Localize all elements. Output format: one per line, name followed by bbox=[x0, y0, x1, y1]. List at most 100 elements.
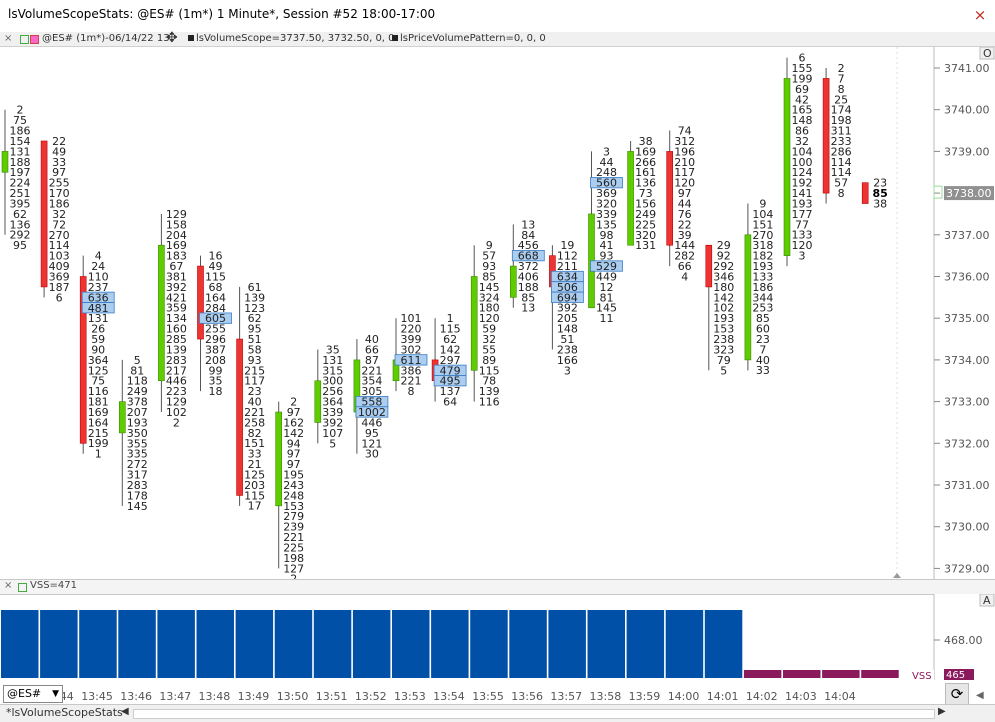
scroll-left-icon[interactable]: ◀ bbox=[976, 690, 984, 701]
volume-axis-mode-button-label[interactable]: A bbox=[983, 594, 991, 607]
scroll-left-icon[interactable]: ◀ bbox=[121, 706, 129, 717]
volume-value: 198 bbox=[283, 552, 304, 565]
volume-value: 220 bbox=[401, 323, 422, 336]
time-tick-label: 13:59 bbox=[628, 690, 661, 703]
refresh-icon[interactable]: ⟳ bbox=[945, 683, 969, 705]
indicator-label[interactable]: lsVolumeScope=3737.50, 3732.50, 0, 0 bbox=[196, 33, 395, 44]
volume-value: 103 bbox=[49, 250, 70, 263]
close-icon[interactable]: × bbox=[973, 6, 987, 24]
volume-value: 7 bbox=[759, 343, 766, 356]
volume-value: 193 bbox=[752, 260, 773, 273]
volume-value: 58 bbox=[248, 343, 262, 356]
volume-value: 2 bbox=[173, 416, 180, 429]
volume-value: 323 bbox=[713, 343, 734, 356]
price-tick-label: 3730.00 bbox=[944, 521, 990, 534]
volume-value: 634 bbox=[557, 270, 578, 283]
volume-value: 19 bbox=[560, 239, 574, 252]
volume-value: 317 bbox=[127, 469, 148, 482]
volume-value: 249 bbox=[635, 208, 656, 221]
volume-value: 8 bbox=[838, 83, 845, 96]
volume-value: 129 bbox=[166, 208, 187, 221]
axis-mode-button[interactable] bbox=[979, 47, 995, 60]
volume-value: 114 bbox=[831, 156, 852, 169]
volume-value: 139 bbox=[166, 343, 187, 356]
indicator-marker-icon bbox=[392, 35, 398, 41]
volume-value: 137 bbox=[440, 385, 461, 398]
volume-value: 151 bbox=[752, 218, 773, 231]
volume-value: 72 bbox=[52, 218, 66, 231]
volume-value: 148 bbox=[557, 323, 578, 336]
volume-value: 16 bbox=[209, 250, 223, 263]
price-axis-bg bbox=[930, 47, 995, 579]
volume-value: 282 bbox=[674, 250, 695, 263]
price-chart[interactable]: 2751861541311881972242513956213629295224… bbox=[0, 47, 995, 579]
volume-value: 1 bbox=[447, 312, 454, 325]
axis-mode-button-label[interactable]: O bbox=[983, 47, 992, 60]
volume-value: 364 bbox=[322, 396, 343, 409]
last-price-tag bbox=[933, 185, 943, 199]
time-tick-label: 14:01 bbox=[706, 690, 739, 703]
volume-value: 42 bbox=[795, 93, 809, 106]
chevron-down-icon[interactable]: ▼ bbox=[52, 689, 59, 699]
volume-value: 223 bbox=[166, 385, 187, 398]
time-tick-label: 13:55 bbox=[472, 690, 504, 703]
volume-value: 529 bbox=[596, 260, 617, 273]
volume-value: 320 bbox=[635, 229, 656, 242]
close-panel-icon[interactable]: × bbox=[4, 580, 13, 591]
volume-value: 67 bbox=[169, 260, 183, 273]
vss-label[interactable]: VSS=471 bbox=[30, 580, 78, 591]
price-axis[interactable]: 3741.00 3740.00 3739.00 3738.00 3737.00 3736.… bbox=[893, 47, 995, 579]
volume-value: 381 bbox=[166, 270, 187, 283]
symbol-selector[interactable]: @ES# ▼ bbox=[3, 685, 63, 703]
volume-panel[interactable]: 468.00 VSS 465 A bbox=[0, 594, 995, 680]
volume-value: 69 bbox=[795, 83, 809, 96]
volume-value: 117 bbox=[244, 375, 265, 388]
time-axis[interactable]: 13:4313:4413:4513:4613:4713:4813:4913:50… bbox=[0, 682, 995, 704]
volume-value: 199 bbox=[792, 72, 813, 85]
volume-value: 225 bbox=[283, 541, 304, 554]
volume-value: 165 bbox=[792, 104, 813, 117]
time-tick-label: 13:57 bbox=[550, 690, 583, 703]
scroll-right-icon[interactable]: ▶ bbox=[938, 706, 946, 717]
series-label[interactable]: @ES# (1m*)-06/14/22 13 bbox=[42, 33, 170, 44]
volume-value: 90 bbox=[91, 343, 105, 356]
volume-value: 668 bbox=[518, 250, 539, 263]
series-color-icon bbox=[20, 35, 29, 44]
volume-value: 406 bbox=[518, 270, 539, 283]
volume-value: 409 bbox=[49, 260, 70, 273]
volume-value: 131 bbox=[88, 312, 109, 325]
volume-value: 120 bbox=[792, 239, 813, 252]
volume-value: 446 bbox=[361, 416, 382, 429]
tab-chart[interactable]: *lsVolumeScopeStats bbox=[6, 706, 123, 719]
volume-value: 55 bbox=[482, 343, 496, 356]
volume-value: 2 bbox=[290, 396, 297, 409]
volume-axis-mode-button[interactable] bbox=[979, 594, 995, 607]
volume-value: 283 bbox=[166, 354, 187, 367]
volume-value: 75 bbox=[13, 114, 27, 127]
volume-highlight bbox=[81, 302, 115, 314]
volume-value: 238 bbox=[557, 343, 578, 356]
volume-value: 21 bbox=[248, 458, 262, 471]
bull-candle bbox=[1, 151, 9, 173]
horizontal-scrollbar[interactable] bbox=[133, 709, 935, 719]
indicator-label[interactable]: lsPriceVolumePattern=0, 0, 0 bbox=[400, 33, 546, 44]
title-bar: lsVolumeScopeStats: @ES# (1m*) 1 Minute*… bbox=[0, 0, 995, 32]
volume-value: 49 bbox=[52, 145, 66, 158]
volume-highlight bbox=[511, 250, 545, 262]
volume-value: 38 bbox=[639, 135, 653, 148]
bear-candle bbox=[236, 338, 243, 496]
indicator-marker-icon bbox=[188, 35, 194, 41]
bear-candle bbox=[666, 151, 674, 246]
volume-highlight bbox=[199, 312, 232, 324]
time-tick-label: 14:03 bbox=[785, 690, 817, 703]
price-tick-label: 3735.00 bbox=[944, 312, 990, 325]
close-chart-icon[interactable]: × bbox=[4, 33, 13, 44]
volume-value: 8 bbox=[408, 385, 415, 398]
volume-value: 151 bbox=[244, 437, 265, 450]
volume-value: 115 bbox=[479, 364, 500, 377]
volume-value: 481 bbox=[88, 302, 109, 315]
volume-value: 238 bbox=[713, 333, 734, 346]
volume-value: 372 bbox=[518, 260, 539, 273]
volume-value: 2 bbox=[17, 104, 24, 117]
volume-value: 38 bbox=[873, 198, 887, 211]
